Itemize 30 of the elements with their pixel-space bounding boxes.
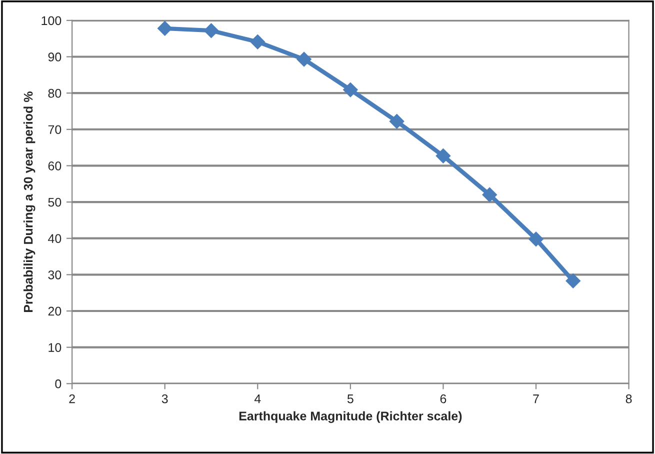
x-tick-label: 4 <box>254 394 261 404</box>
x-tick-label: 5 <box>347 394 354 404</box>
y-tick-label: 20 <box>48 306 62 316</box>
y-tick-label: 60 <box>48 162 62 170</box>
y-tick-label: 90 <box>48 52 62 62</box>
x-tick-label: 3 <box>162 394 168 404</box>
point <box>343 82 358 98</box>
y-tick-label: 40 <box>48 234 62 243</box>
y-tick-label: 10 <box>48 343 62 352</box>
x-tick-label: 2 <box>69 394 75 404</box>
point <box>566 273 581 288</box>
point <box>204 23 219 38</box>
y-tick-label: 100 <box>42 16 62 26</box>
y-tick-label: 70 <box>48 125 62 134</box>
y-tick-label: 50 <box>48 198 62 207</box>
point <box>250 34 266 50</box>
point <box>296 52 312 67</box>
point <box>482 187 498 202</box>
y-tick-label: 80 <box>48 88 62 98</box>
point <box>436 148 451 164</box>
x-tick-label: 8 <box>626 394 632 404</box>
y-tick-label: 30 <box>48 270 62 280</box>
point <box>157 21 172 36</box>
x-tick-label: 7 <box>533 394 539 404</box>
y-tick-label: 0 <box>55 379 62 388</box>
x-axis-title: Earthquake Magnitude (Richter scale) <box>239 411 462 423</box>
y-axis-title: Probability During a 30 year period % <box>24 92 36 312</box>
point <box>389 114 404 129</box>
x-tick-label: 6 <box>440 394 446 404</box>
point <box>528 232 544 246</box>
